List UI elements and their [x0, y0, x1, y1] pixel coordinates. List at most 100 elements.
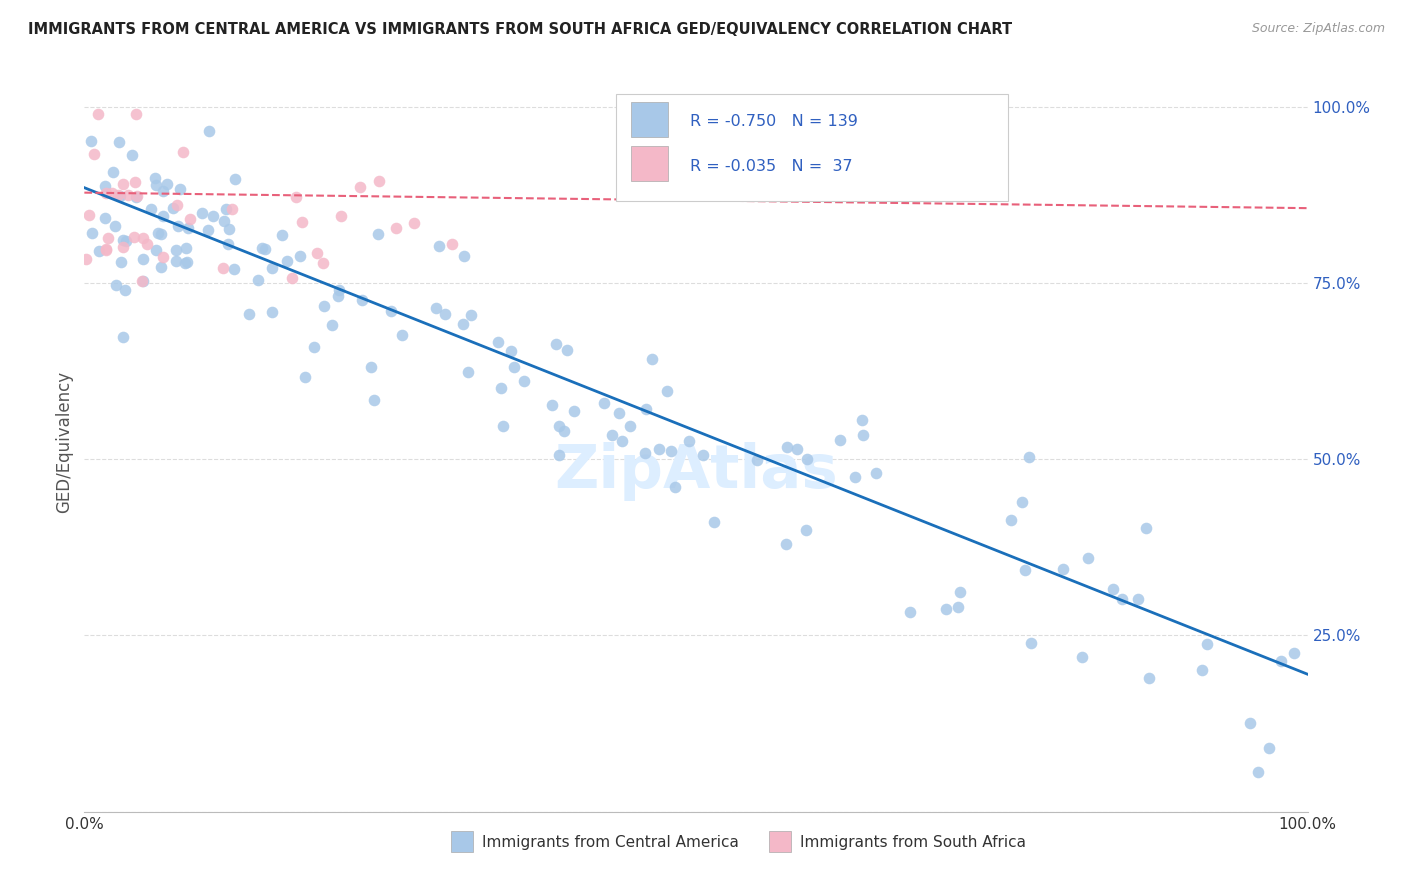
Point: [1239, 715, 1261, 730]
Point: [1018, 450, 1040, 464]
Point: [1137, 671, 1160, 685]
Point: [1019, 636, 1042, 650]
Point: [328, 284, 350, 298]
Point: [745, 453, 768, 467]
Text: Immigrants from South Africa: Immigrants from South Africa: [800, 835, 1026, 850]
Point: [104, 219, 127, 233]
Point: [678, 434, 700, 449]
Point: [553, 424, 575, 438]
Point: [949, 585, 972, 599]
Point: [1247, 764, 1270, 779]
Point: [262, 305, 284, 319]
Point: [312, 299, 335, 313]
Point: [776, 440, 799, 454]
Point: [260, 260, 283, 275]
Point: [796, 452, 818, 467]
Point: [555, 343, 578, 358]
Text: R = -0.035   N =  37: R = -0.035 N = 37: [690, 159, 852, 174]
Point: [441, 236, 464, 251]
Point: [321, 318, 343, 332]
Point: [212, 213, 235, 227]
Point: [141, 202, 163, 216]
Point: [1282, 646, 1305, 660]
Point: [167, 219, 190, 234]
Point: [349, 180, 371, 194]
Point: [152, 209, 174, 223]
Point: [94, 211, 117, 225]
Point: [600, 428, 623, 442]
Point: [179, 212, 201, 227]
Point: [145, 178, 167, 193]
Point: [503, 360, 526, 375]
Point: [110, 254, 132, 268]
Point: [281, 270, 304, 285]
Bar: [451, 831, 474, 853]
Point: [593, 395, 616, 409]
Point: [368, 174, 391, 188]
Point: [215, 202, 238, 216]
Point: [360, 360, 382, 375]
Point: [1135, 521, 1157, 535]
Point: [844, 469, 866, 483]
Point: [218, 221, 240, 235]
Point: [384, 221, 406, 235]
Point: [224, 171, 246, 186]
Point: [1070, 649, 1092, 664]
Point: [174, 255, 197, 269]
Text: IMMIGRANTS FROM CENTRAL AMERICA VS IMMIGRANTS FROM SOUTH AFRICA GED/EQUIVALENCY : IMMIGRANTS FROM CENTRAL AMERICA VS IMMIG…: [28, 22, 1012, 37]
Point: [427, 239, 450, 253]
Bar: [631, 102, 668, 136]
Point: [633, 446, 655, 460]
Point: [865, 466, 887, 480]
Point: [150, 227, 173, 242]
Point: [404, 216, 426, 230]
Point: [224, 261, 246, 276]
Point: [547, 419, 569, 434]
Point: [830, 433, 852, 447]
Point: [852, 427, 875, 442]
Point: [162, 201, 184, 215]
Point: [548, 448, 571, 462]
Point: [172, 145, 194, 160]
Point: [612, 434, 634, 449]
Point: [152, 184, 174, 198]
Point: [143, 171, 166, 186]
Point: [312, 255, 335, 269]
Point: [619, 418, 641, 433]
Text: Immigrants from Central America: Immigrants from Central America: [482, 835, 738, 850]
Point: [152, 250, 174, 264]
Point: [117, 187, 139, 202]
Point: [145, 244, 167, 258]
Point: [564, 404, 586, 418]
Point: [434, 307, 457, 321]
Point: [492, 419, 515, 434]
Point: [75, 252, 97, 266]
Point: [93, 178, 115, 193]
Point: [105, 277, 128, 292]
Point: [125, 106, 148, 120]
Point: [775, 537, 797, 551]
Point: [131, 274, 153, 288]
Point: [486, 335, 509, 350]
Point: [238, 306, 260, 320]
Point: [307, 245, 329, 260]
Point: [146, 226, 169, 240]
Point: [166, 198, 188, 212]
Point: [1000, 514, 1022, 528]
Point: [285, 189, 308, 203]
Point: [165, 243, 187, 257]
Point: [391, 327, 413, 342]
Point: [659, 444, 682, 458]
Y-axis label: GED/Equivalency: GED/Equivalency: [55, 370, 73, 513]
Point: [329, 209, 352, 223]
Point: [217, 237, 239, 252]
Point: [96, 243, 118, 257]
Point: [131, 230, 153, 244]
Point: [380, 304, 402, 318]
Point: [546, 336, 568, 351]
Point: [110, 189, 132, 203]
Point: [165, 253, 187, 268]
Point: [425, 301, 447, 315]
Point: [451, 317, 474, 331]
Point: [108, 135, 131, 149]
